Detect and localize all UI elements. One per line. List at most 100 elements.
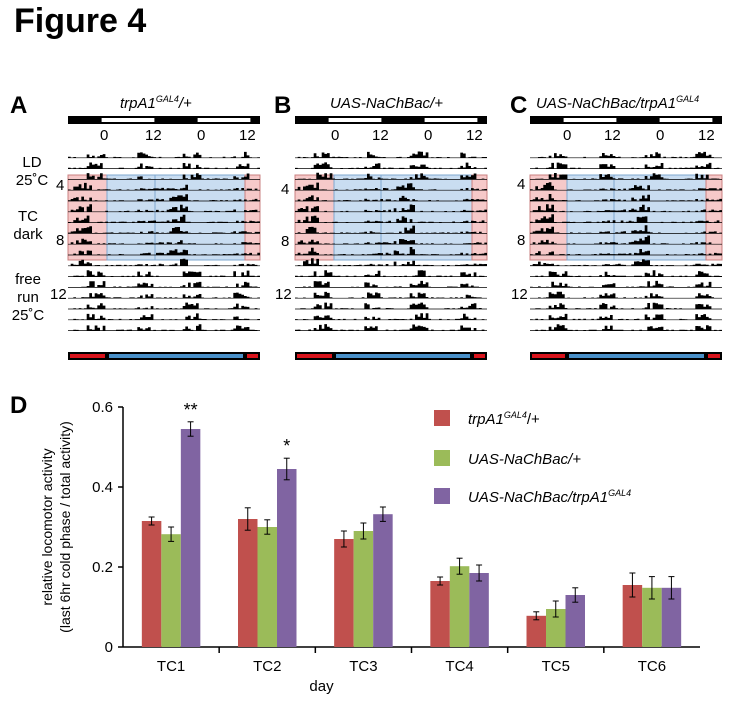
actogram-panel-b bbox=[294, 116, 488, 360]
bar bbox=[161, 534, 181, 647]
significance-mark: ** bbox=[184, 400, 198, 420]
activity-row bbox=[300, 302, 482, 309]
bar bbox=[642, 587, 662, 647]
y-tick-label: 0.6 bbox=[92, 399, 113, 416]
day-mark-a-8: 8 bbox=[56, 232, 65, 249]
day-mark-a-4: 4 bbox=[56, 177, 65, 194]
temp-cold-2 bbox=[383, 354, 470, 358]
activity-row bbox=[295, 162, 487, 169]
activity-row bbox=[530, 214, 720, 223]
day-mark-b-12: 12 bbox=[275, 286, 292, 303]
panel-title-a: trpA1GAL4/+ bbox=[120, 94, 192, 112]
actogram-panel-c bbox=[529, 116, 723, 360]
bar bbox=[353, 531, 374, 647]
row-label-tc: TC dark bbox=[13, 208, 43, 243]
activity-row bbox=[297, 225, 482, 234]
y-axis-label-line2: (last 6hr cold phase / total activity) bbox=[57, 421, 73, 633]
tick-b-12: 12 bbox=[372, 127, 389, 144]
warm-shade-3 bbox=[244, 174, 261, 261]
panel-letter-a: A bbox=[10, 92, 28, 119]
bar bbox=[238, 519, 258, 647]
light-phase-2 bbox=[197, 118, 251, 122]
x-tick-label: TC6 bbox=[638, 658, 666, 675]
x-tick-label: TC1 bbox=[157, 658, 185, 675]
row-label-free-run: free run 25˚C bbox=[11, 271, 45, 324]
bar bbox=[449, 566, 470, 647]
temp-warm-3 bbox=[708, 354, 720, 358]
day-mark-c-12: 12 bbox=[511, 286, 528, 303]
activity-row bbox=[68, 182, 258, 191]
temp-cold-2 bbox=[616, 354, 704, 358]
actogram-panel-a bbox=[67, 116, 261, 360]
activity-row bbox=[81, 281, 258, 288]
x-tick-label: TC4 bbox=[445, 658, 473, 675]
warm-shade-3 bbox=[471, 174, 488, 261]
bar bbox=[430, 581, 450, 647]
legend-label-trpa1: trpA1GAL4/+ bbox=[468, 410, 540, 428]
tick-c-0b: 0 bbox=[656, 127, 665, 144]
activity-row bbox=[530, 259, 722, 266]
day-mark-c-8: 8 bbox=[517, 232, 526, 249]
warm-shade-3 bbox=[705, 174, 723, 261]
day-mark-b-4: 4 bbox=[281, 181, 290, 198]
x-tick-label: TC3 bbox=[349, 658, 377, 675]
activity-row bbox=[70, 258, 258, 266]
legend-label-nachbac: UAS-NaChBac/+ bbox=[468, 451, 581, 468]
tick-a-12: 12 bbox=[145, 127, 162, 144]
light-dark-bar bbox=[68, 116, 260, 124]
activity-row bbox=[73, 302, 258, 309]
legend-swatch-nachbac bbox=[434, 450, 450, 466]
activity-row bbox=[538, 291, 714, 299]
activity-row bbox=[530, 194, 722, 201]
activity-row bbox=[297, 215, 485, 223]
activity-row bbox=[297, 172, 485, 180]
tick-a-0: 0 bbox=[100, 127, 109, 144]
activity-row bbox=[535, 162, 720, 169]
row-label-ld: LD 25˚C bbox=[15, 154, 49, 189]
activity-row bbox=[295, 270, 485, 277]
day-mark-a-12: 12 bbox=[50, 286, 67, 303]
tick-c-12: 12 bbox=[604, 127, 621, 144]
activity-row bbox=[295, 291, 482, 299]
temp-warm-1 bbox=[532, 354, 565, 358]
bar bbox=[622, 585, 643, 647]
bar bbox=[257, 527, 277, 647]
activity-row bbox=[68, 151, 260, 158]
y-axis-label: relative locomotor activity bbox=[39, 448, 55, 605]
activity-row bbox=[297, 195, 487, 201]
activity-row bbox=[73, 270, 260, 277]
bar bbox=[469, 573, 489, 647]
activity-row bbox=[73, 324, 258, 331]
activity-row bbox=[535, 324, 722, 331]
activity-row bbox=[73, 292, 260, 299]
activity-row bbox=[295, 182, 487, 191]
activity-row bbox=[530, 249, 722, 255]
bar bbox=[277, 469, 297, 647]
tick-a-12b: 12 bbox=[239, 127, 256, 144]
y-tick-label: 0 bbox=[105, 639, 113, 656]
x-tick-label: TC2 bbox=[253, 658, 281, 675]
cold-shade-2 bbox=[380, 174, 473, 261]
panel-letter-c: C bbox=[510, 92, 528, 119]
legend-swatch-trpa1 bbox=[434, 410, 450, 426]
panel-letter-b: B bbox=[274, 92, 292, 119]
activity-row bbox=[532, 235, 712, 245]
activity-row bbox=[538, 151, 714, 158]
light-phase-1 bbox=[328, 118, 382, 122]
significance-mark: * bbox=[283, 436, 290, 456]
temp-cold-1 bbox=[569, 354, 659, 358]
cold-shade-2 bbox=[154, 174, 246, 261]
temp-warm-3 bbox=[247, 354, 258, 358]
light-phase-2 bbox=[659, 118, 713, 122]
activity-row bbox=[68, 194, 260, 201]
light-phase-1 bbox=[101, 118, 155, 122]
activity-row bbox=[530, 313, 712, 320]
bar-chart: 0 0.2 0.4 0.6 relative locomotor activity (la… bbox=[39, 399, 700, 695]
bar bbox=[661, 587, 682, 647]
activity-row bbox=[295, 204, 487, 212]
activity-row bbox=[70, 238, 260, 245]
temp-cold-2 bbox=[157, 354, 243, 358]
bar bbox=[546, 609, 566, 647]
bar bbox=[141, 521, 162, 647]
activity-row bbox=[297, 258, 487, 266]
